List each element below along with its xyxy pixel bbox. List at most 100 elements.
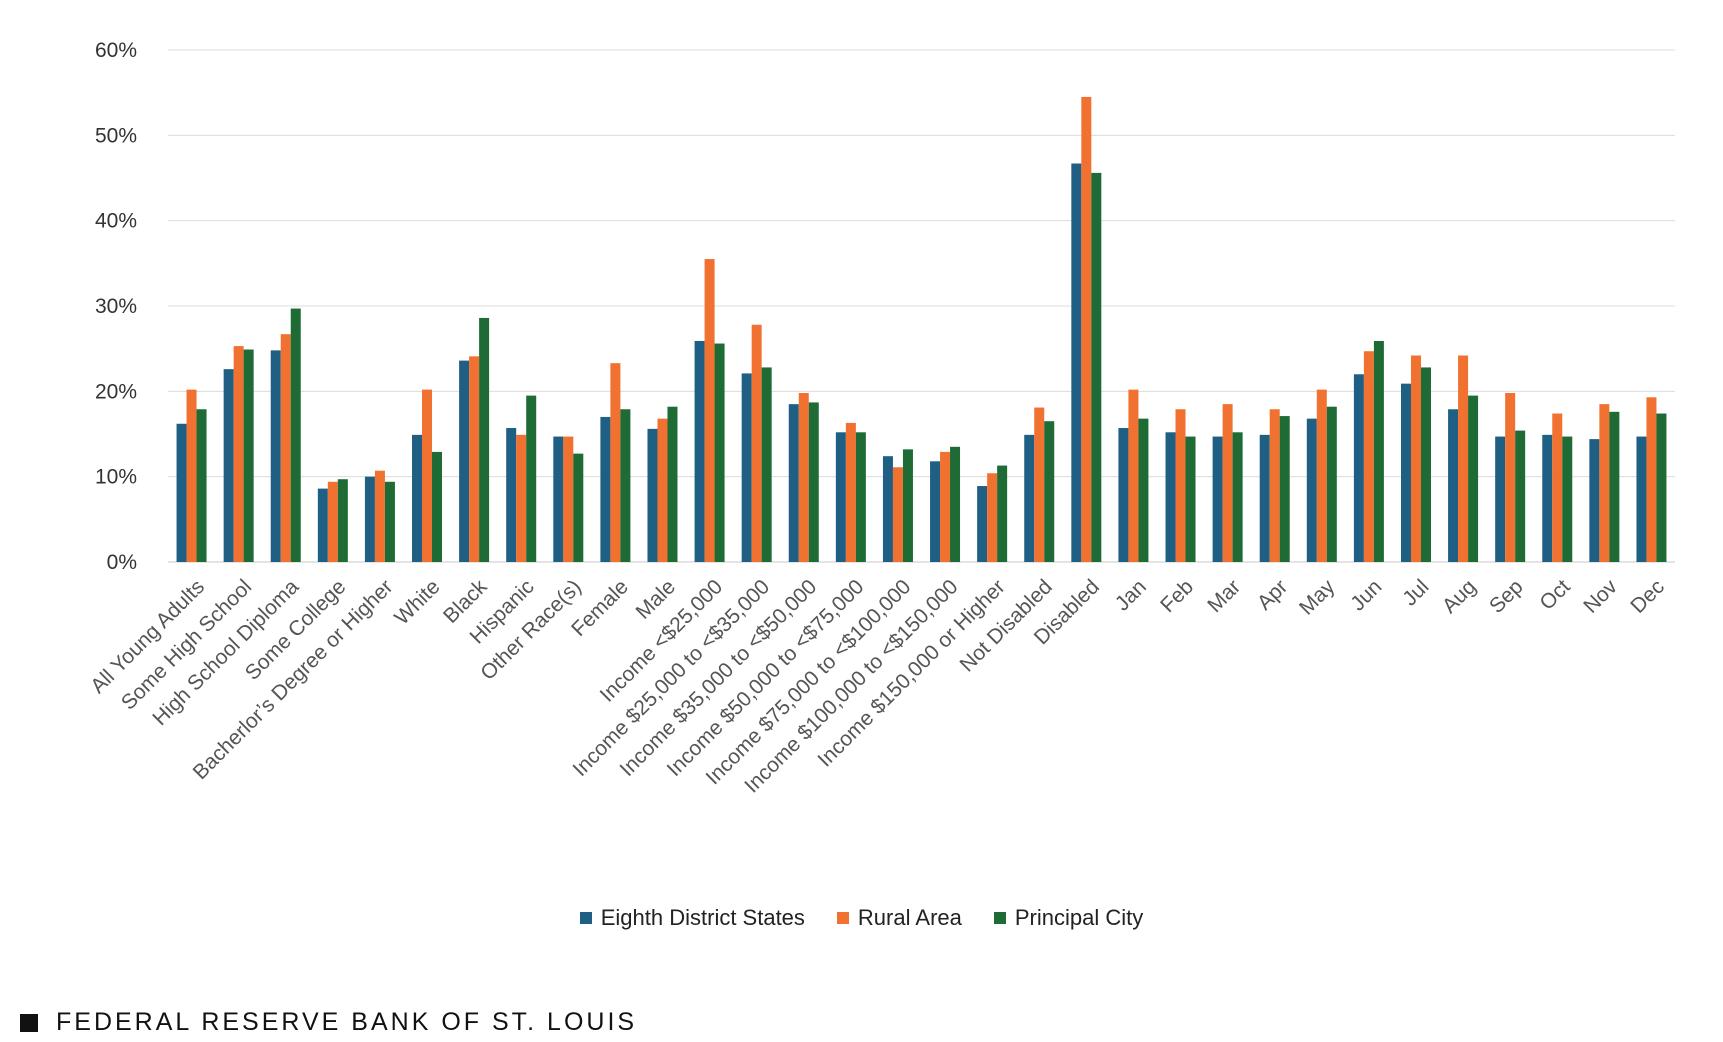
bar [1081,96,1092,562]
category-label: Mar [1203,575,1245,617]
bar [620,409,631,562]
bar [364,476,375,562]
legend-item: Rural Area [836,905,962,931]
bar [1259,434,1270,562]
bar [1542,434,1553,562]
bar [1552,413,1563,562]
bar [337,479,348,562]
bar [469,356,480,562]
category-label: May [1295,575,1340,620]
legend-item: Principal City [993,905,1144,931]
category-label: Aug [1438,575,1481,618]
bar [1175,409,1186,562]
y-tick-label: 40% [95,210,137,233]
bar [987,473,998,562]
bar [516,434,527,562]
y-tick-label: 0% [107,551,137,574]
legend-item: Eighth District States [579,905,805,931]
bar [1138,418,1149,562]
bar [196,409,207,562]
legend-label: Principal City [1014,905,1144,930]
bar [902,449,913,562]
bar [233,346,244,562]
category-label: Jul [1398,575,1433,610]
bar [1448,409,1459,562]
bar [1363,351,1374,562]
bar [1599,404,1610,562]
legend-swatch [993,912,1006,924]
bar [573,453,584,562]
y-tick-label: 30% [95,295,137,318]
bar [374,470,385,562]
bar [1316,389,1327,562]
bar [1468,395,1479,562]
category-label: Sep [1485,575,1528,618]
bar [186,389,197,562]
category-label: White [390,575,444,629]
category-label: Jan [1111,575,1151,615]
bar [1306,418,1317,562]
legend-swatch [579,912,592,924]
bar [751,324,762,562]
bar [422,389,433,562]
bar [1656,413,1667,562]
footer: FEDERAL RESERVE BANK OF ST. LOUIS [20,1008,637,1037]
category-label: Apr [1253,575,1292,614]
bar [997,465,1008,562]
bar [808,402,819,562]
bar [741,373,752,562]
bar [479,317,490,562]
bar [1232,432,1243,562]
bar [432,451,443,562]
bar [1222,404,1233,562]
bar [1185,436,1196,562]
bar [892,467,903,562]
bar-chart: 0%10%20%30%40%50%60%All Young AdultsSome… [86,39,1675,798]
bar [526,395,537,562]
bar [930,461,941,562]
bar [694,340,705,562]
bar [1400,383,1411,562]
bar [506,428,517,562]
legend: Eighth District States Rural Area Principa… [0,905,1723,931]
bar [761,367,772,562]
bar [1636,436,1647,562]
bar [1091,172,1102,562]
y-tick-label: 60% [95,39,137,62]
footer-square-icon [20,1013,38,1032]
bar [845,422,856,562]
legend-label: Rural Area [857,905,962,930]
bar [1269,409,1280,562]
bar [835,432,846,562]
bar [882,456,893,562]
bar [327,481,338,562]
bar [1279,416,1290,562]
y-tick-label: 10% [95,466,137,489]
bar [1495,436,1506,562]
bar [553,436,564,562]
bar [1024,434,1035,562]
y-tick-label: 50% [95,124,137,147]
bar [657,418,668,562]
bar [1034,407,1045,562]
bar [290,308,301,562]
bar [1165,432,1176,562]
bar [412,434,423,562]
bar [384,481,395,562]
bar [1212,436,1223,562]
bar [317,488,328,562]
bar [1505,393,1516,562]
bar [563,436,574,562]
bar [1071,163,1082,562]
bar [1118,428,1129,562]
bar [270,350,281,562]
legend-label: Eighth District States [600,905,805,930]
chart-area: 0% 10% 20% 30% 40% 50% 60% All Young Adults Some… [86,39,1675,798]
bar [667,406,678,562]
y-tick-label: 20% [95,380,137,403]
bar [459,360,470,562]
bar [1515,430,1526,562]
bar [176,423,187,562]
bar [1128,389,1139,562]
bar [610,363,621,562]
